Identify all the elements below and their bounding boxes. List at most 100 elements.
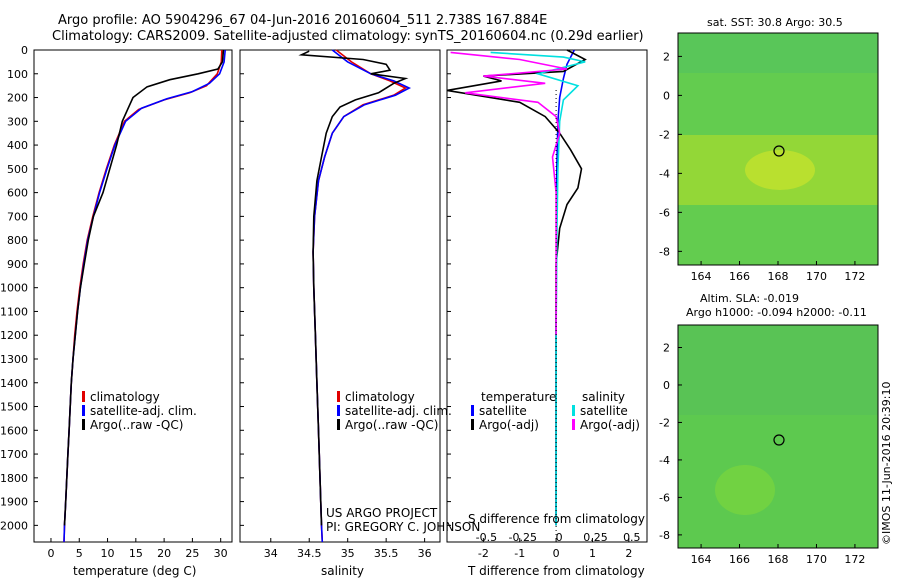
map-ytick-label: 2 [663,341,670,354]
depth-tick-label: 800 [7,234,28,247]
depth-tick-label: 1900 [0,496,28,509]
depth-tick-label: 100 [7,68,28,81]
sal-series-satellite-adj-clim- [312,49,412,543]
sst-map-warm-core [745,150,815,190]
depth-tick-label: 1500 [0,401,28,414]
sal-legend-climatology: climatology [337,391,415,404]
sal-xtick-label: 35.5 [374,547,399,560]
temperature-xlabel: temperature (deg C) [73,564,197,578]
salinity-diff-tick-label: 0.25 [583,531,608,544]
sst-map-title: sat. SST: 30.8 Argo: 30.5 [707,16,843,29]
temp-series-climatology [63,49,223,543]
map-ytick-label: -6 [659,491,670,504]
diff-legend-temp-argo: Argo(-adj) [471,419,539,432]
diff-xtick-label: 2 [625,547,632,560]
salinity-axes [239,49,441,543]
depth-tick-label: 900 [7,258,28,271]
depth-tick-label: 500 [7,163,28,176]
map-ytick-label: -2 [659,416,670,429]
sst-map-cool-top [678,33,878,73]
temperature-axes [33,49,233,543]
map-xtick-label: 172 [844,270,865,283]
plot-title-line2: Climatology: CARS2009. Satellite-adjuste… [52,29,644,44]
depth-tick-label: 1000 [0,282,28,295]
temp-xtick-label: 15 [129,547,143,560]
salinity-xlabel: salinity [321,564,365,578]
diff-legend-temp-title: temperature [481,390,557,404]
diff-legend-sal-satellite: satellite [572,405,628,418]
map-xtick-label: 168 [768,553,789,566]
depth-tick-label: 1700 [0,448,28,461]
depth-tick-label: 1400 [0,377,28,390]
sal-legend-satellite: satellite-adj. clim. [337,405,452,418]
temp-xtick-label: 5 [76,547,83,560]
map-xtick-label: 166 [729,270,750,283]
map-xtick-label: 164 [691,553,712,566]
diff-legend-sal-argo: Argo(-adj) [572,419,640,432]
map-ytick-label: -8 [659,245,670,258]
diff-xtick-label: -1 [514,547,525,560]
depth-tick-label: 400 [7,139,28,152]
depth-tick-label: 700 [7,210,28,223]
map-ytick-label: 2 [663,50,670,63]
sal-legend-argo: Argo(..raw -QC) [337,419,438,432]
salinity-diff-tick-label: 0.5 [623,531,641,544]
temp-xtick-label: 10 [101,547,115,560]
difference-xlabel: T difference from climatology [468,564,645,578]
diff-xtick-label: -2 [478,547,489,560]
depth-tick-label: 300 [7,115,28,128]
map-xtick-label: 170 [806,553,827,566]
map-xtick-label: 164 [691,270,712,283]
depth-tick-label: 1600 [0,424,28,437]
sla-map-bright-patch [715,465,775,515]
temp-xtick-label: 30 [214,547,228,560]
diff-series-s-argo-adj- [450,51,568,336]
sla-map-title-1: Altim. SLA: -0.019 [700,292,800,305]
diff-series-t-argo-adj- [446,49,587,526]
sal-series-argo-raw-qc- [298,50,409,526]
difference-axes [446,49,648,543]
salinity-diff-tick-label: 0 [556,531,563,544]
sal-series-climatology [312,49,408,543]
sla-map [677,324,879,549]
sal-xtick-label: 34 [264,547,278,560]
map-xtick-label: 166 [729,553,750,566]
depth-tick-label: 1800 [0,472,28,485]
sal-xtick-label: 34.5 [297,547,322,560]
map-xtick-label: 168 [768,270,789,283]
map-ytick-label: -8 [659,529,670,542]
imos-footer: ©IMOS 11-Jun-2016 20:39:10 [880,381,893,545]
sst-argo-marker [773,145,785,157]
difference-xlabel-top: S difference from climatology [468,512,645,526]
temp-legend-climatology: climatology [82,391,160,404]
diff-series-t-satellite [555,49,576,526]
map-ytick-label: 0 [663,89,670,102]
temp-xtick-label: 0 [47,547,54,560]
depth-tick-label: 1100 [0,305,28,318]
sal-xtick-label: 36 [418,547,432,560]
diff-series-s-satellite [490,51,586,526]
map-ytick-label: -6 [659,206,670,219]
depth-tick-label: 2000 [0,519,28,532]
project-pi: PI: GREGORY C. JOHNSON [326,520,481,534]
salinity-diff-tick-label: -0.5 [476,531,497,544]
temp-legend-argo: Argo(..raw -QC) [82,419,183,432]
diff-xtick-label: 1 [589,547,596,560]
sla-map-upper-shade [678,325,878,415]
depth-tick-label: 1300 [0,353,28,366]
diff-legend-sal-title: salinity [582,390,626,404]
salinity-diff-tick-label: -0.25 [508,531,536,544]
map-ytick-label: -2 [659,128,670,141]
sla-map-title-2: Argo h1000: -0.094 h2000: -0.11 [686,306,867,319]
temp-xtick-label: 20 [157,547,171,560]
sst-map [677,32,879,266]
sal-xtick-label: 35 [341,547,355,560]
map-ytick-label: -4 [659,454,670,467]
map-xtick-label: 172 [844,553,865,566]
depth-tick-label: 1200 [0,329,28,342]
depth-tick-label: 200 [7,92,28,105]
temp-series-satellite-adj-clim- [63,49,226,543]
depth-tick-label: 0 [21,44,28,57]
map-ytick-label: -4 [659,167,670,180]
